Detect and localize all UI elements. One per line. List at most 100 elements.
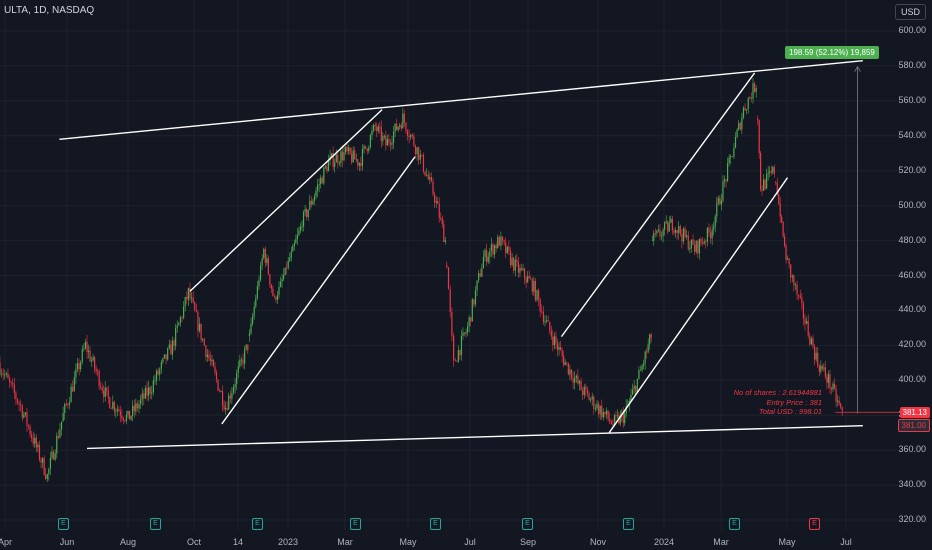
candle-body [676, 229, 678, 233]
earnings-icon[interactable]: E [623, 518, 634, 530]
time-tick: Apr [0, 537, 13, 547]
candle-body [731, 156, 733, 157]
candle-body [110, 408, 112, 409]
candle-body [154, 380, 156, 382]
candle-body [296, 234, 299, 240]
candle-body [402, 113, 404, 129]
price-tick: 580.00 [898, 59, 926, 70]
candle-body [705, 241, 707, 243]
candle-body [16, 399, 19, 403]
candle-body [316, 185, 319, 191]
candle-body [406, 131, 409, 136]
earnings-icon[interactable]: E [350, 518, 361, 530]
candle-body [785, 246, 787, 260]
earnings-icon[interactable]: E [58, 518, 69, 530]
candle-body [481, 268, 483, 277]
candle-body [104, 387, 106, 397]
candle-body [520, 267, 523, 270]
earnings-icon[interactable]: E [809, 518, 820, 530]
candle-body [338, 162, 340, 164]
candle-body [713, 226, 715, 230]
candle-body [542, 311, 544, 323]
candle-body [615, 415, 617, 417]
candle-body [208, 354, 210, 359]
time-tick: May [778, 537, 796, 547]
candle-body [324, 166, 326, 168]
entry-price-label: 381.00 [897, 419, 930, 432]
candle-body [799, 295, 801, 298]
candle-body [103, 390, 105, 397]
candle-body [75, 369, 77, 378]
candle-body [501, 236, 504, 241]
candle-body [422, 155, 425, 172]
candle-body [746, 109, 748, 111]
candle-body [674, 229, 677, 233]
candle-body [286, 267, 288, 269]
candle-body [41, 458, 44, 463]
candle-body [141, 393, 143, 400]
earnings-icon[interactable]: E [729, 518, 740, 530]
candle-body [810, 338, 812, 345]
candle-body [295, 239, 297, 244]
candle-body [790, 264, 792, 278]
candle-body [682, 228, 685, 242]
candle-body [695, 241, 697, 252]
candle-body [52, 451, 55, 460]
candle-body [167, 348, 169, 360]
candle-body [667, 221, 669, 232]
earnings-icon[interactable]: E [430, 518, 441, 530]
candle-body [441, 218, 443, 224]
candle-body [547, 320, 549, 322]
candle-body [248, 333, 251, 336]
candle-body [447, 267, 450, 290]
candle-body [225, 408, 227, 410]
candle-body [159, 368, 161, 375]
candle-body [140, 399, 142, 404]
candle-body [563, 355, 565, 366]
candle-body [214, 366, 216, 373]
earnings-icon[interactable]: E [522, 518, 533, 530]
earnings-icon[interactable]: E [252, 518, 263, 530]
candle-body [366, 148, 368, 151]
candle-body [344, 147, 347, 153]
candle-body [147, 387, 150, 396]
price-tick: 320.00 [898, 514, 926, 524]
currency-button[interactable]: USD [894, 4, 926, 20]
candle-body [157, 370, 159, 375]
candle-body [365, 146, 367, 149]
candle-body [764, 179, 766, 189]
candle-body [146, 387, 148, 396]
candle-body [23, 414, 25, 418]
candle-body [703, 241, 705, 244]
candle-body [725, 179, 727, 181]
candle-body [786, 258, 789, 260]
earnings-icon[interactable]: E [150, 518, 161, 530]
candle-body [416, 147, 418, 155]
candle-body [700, 239, 702, 243]
candle-body [456, 360, 458, 362]
candle-body [332, 153, 334, 167]
candle-body [109, 397, 111, 409]
candle-body [418, 147, 420, 160]
candle-body [434, 194, 436, 203]
candle-body [460, 336, 463, 356]
candle-body [783, 236, 786, 247]
candle-body [664, 222, 666, 230]
candle-body [757, 118, 759, 121]
candle-body [802, 303, 805, 319]
candle-body [65, 403, 67, 405]
candle-body [376, 126, 378, 132]
grid [0, 0, 900, 530]
candle-body [226, 408, 228, 410]
candle-body [602, 411, 604, 418]
candle-body [823, 367, 825, 369]
candle-body [559, 346, 562, 351]
candle-body [301, 226, 303, 228]
candle-body [796, 284, 798, 295]
candle-body [454, 360, 456, 362]
candle-body [827, 374, 830, 383]
candle-body [435, 200, 437, 203]
candle-body [826, 376, 828, 383]
